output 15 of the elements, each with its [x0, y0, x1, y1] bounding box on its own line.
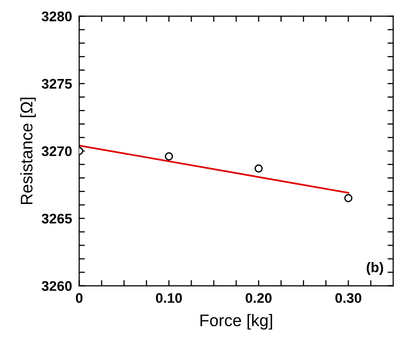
x-tick-label: 0.10 [156, 293, 182, 303]
y-tick-label: 3260 [42, 281, 72, 291]
x-tick-label: 0.20 [246, 293, 272, 303]
x-tick-label: 0 [76, 293, 82, 303]
point [344, 194, 352, 202]
y-tick-label: 3270 [42, 146, 72, 156]
y-tick-label: 3265 [42, 214, 72, 224]
y-tick-label: 3275 [42, 78, 72, 89]
annotation: (b) [366, 262, 384, 275]
point [164, 152, 174, 160]
y-axis-title: Resistance [Ω] [20, 98, 36, 204]
x-axis-title: Force [kg] [200, 314, 272, 330]
point [254, 164, 263, 173]
x-tick-label: 0.30 [335, 293, 362, 303]
y-tick-label: 3280 [42, 12, 72, 22]
